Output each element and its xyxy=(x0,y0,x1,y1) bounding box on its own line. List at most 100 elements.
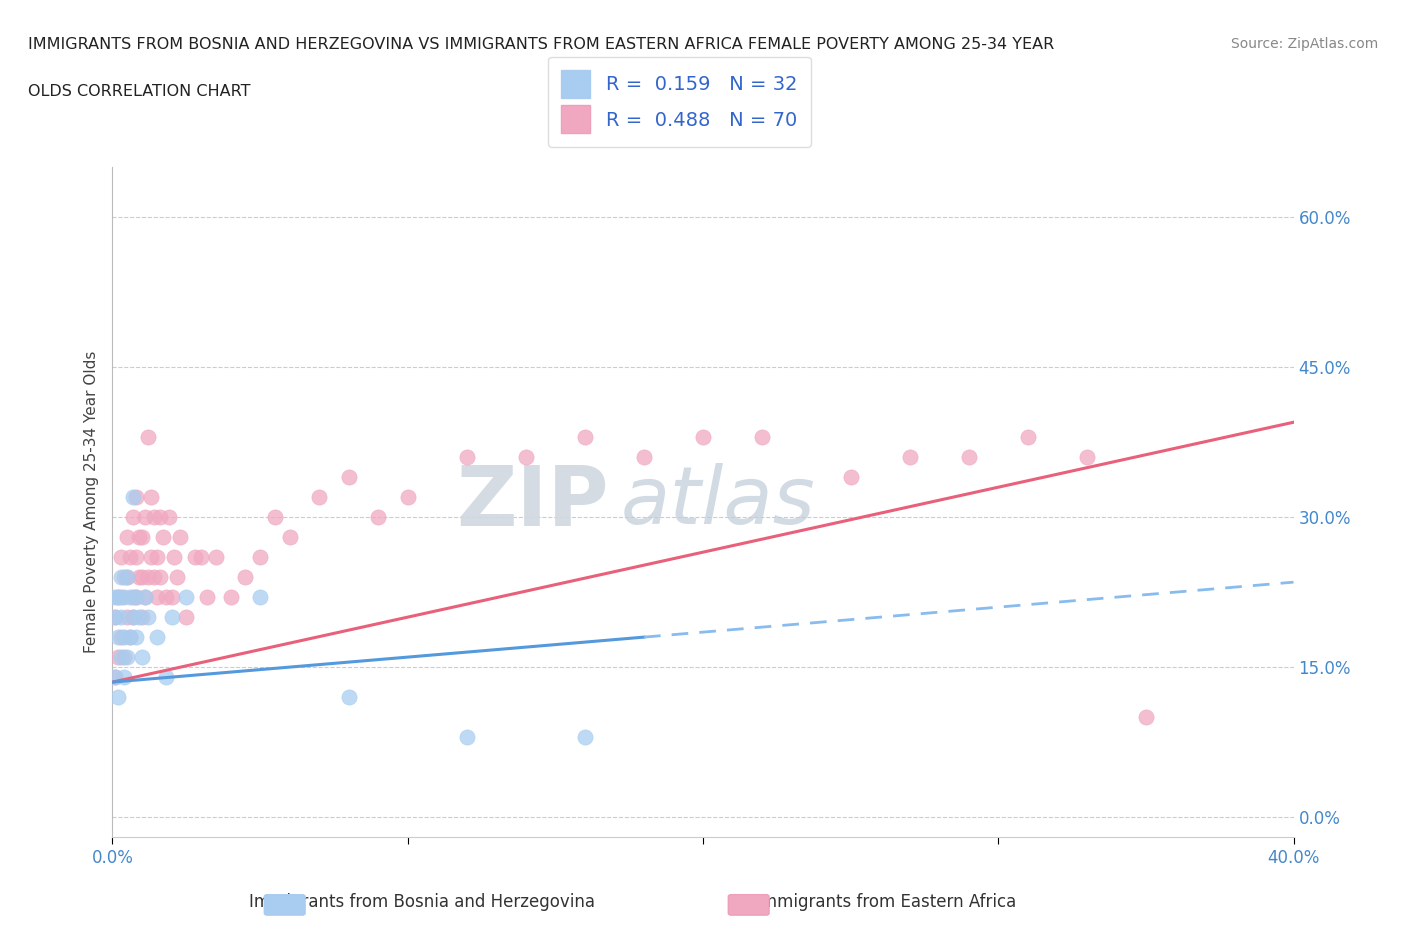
Point xyxy=(396,490,419,505)
Point xyxy=(131,610,153,625)
Point xyxy=(367,510,389,525)
Point xyxy=(110,610,132,625)
Point xyxy=(146,630,169,644)
Point xyxy=(131,570,153,585)
Point xyxy=(219,590,242,604)
Point xyxy=(110,550,132,565)
Point xyxy=(174,590,197,604)
Point xyxy=(139,490,162,505)
Point xyxy=(104,590,127,604)
Point xyxy=(134,590,156,604)
Point xyxy=(146,590,169,604)
Point xyxy=(174,610,197,625)
Point xyxy=(136,430,159,445)
Point xyxy=(104,610,127,625)
Point xyxy=(120,630,142,644)
Point xyxy=(278,530,301,545)
Point xyxy=(112,570,135,585)
Point xyxy=(166,570,188,585)
Text: IMMIGRANTS FROM BOSNIA AND HERZEGOVINA VS IMMIGRANTS FROM EASTERN AFRICA FEMALE : IMMIGRANTS FROM BOSNIA AND HERZEGOVINA V… xyxy=(28,37,1054,52)
Point xyxy=(122,590,145,604)
Point xyxy=(1017,430,1039,445)
Point xyxy=(692,430,714,445)
Point xyxy=(120,590,142,604)
Point xyxy=(249,550,271,565)
Point xyxy=(125,590,148,604)
Point xyxy=(633,450,655,465)
Point xyxy=(163,550,186,565)
Point xyxy=(107,590,129,604)
Point xyxy=(574,430,596,445)
Text: OLDS CORRELATION CHART: OLDS CORRELATION CHART xyxy=(28,84,250,99)
Legend: R =  0.159   N = 32, R =  0.488   N = 70: R = 0.159 N = 32, R = 0.488 N = 70 xyxy=(548,57,811,147)
Point xyxy=(142,570,165,585)
Point xyxy=(155,670,177,684)
Point xyxy=(122,610,145,625)
Point xyxy=(112,630,135,644)
Point xyxy=(125,550,148,565)
Point xyxy=(155,590,177,604)
Point xyxy=(160,610,183,625)
Point xyxy=(117,610,138,625)
Point xyxy=(146,550,169,565)
Point xyxy=(110,590,132,604)
Point xyxy=(149,570,172,585)
Point xyxy=(107,630,129,644)
Point xyxy=(134,590,156,604)
Point xyxy=(190,550,212,565)
Point xyxy=(107,590,129,604)
Point xyxy=(110,570,132,585)
Text: atlas: atlas xyxy=(620,463,815,541)
Point xyxy=(139,550,162,565)
Point xyxy=(136,610,159,625)
Point xyxy=(104,670,127,684)
Point xyxy=(1135,710,1157,724)
Point xyxy=(117,650,138,665)
Point xyxy=(112,650,135,665)
Point xyxy=(117,570,138,585)
Point xyxy=(456,730,478,745)
Point xyxy=(128,610,150,625)
Point xyxy=(134,510,156,525)
Point xyxy=(125,490,148,505)
Point xyxy=(120,630,142,644)
Point xyxy=(125,590,148,604)
Point xyxy=(112,670,135,684)
Point xyxy=(249,590,271,604)
Point xyxy=(149,510,172,525)
Text: Immigrants from Bosnia and Herzegovina: Immigrants from Bosnia and Herzegovina xyxy=(249,893,595,910)
Point xyxy=(157,510,180,525)
Point xyxy=(122,510,145,525)
Point xyxy=(136,570,159,585)
Point xyxy=(337,470,360,485)
Point xyxy=(898,450,921,465)
Y-axis label: Female Poverty Among 25-34 Year Olds: Female Poverty Among 25-34 Year Olds xyxy=(83,351,98,654)
Text: Source: ZipAtlas.com: Source: ZipAtlas.com xyxy=(1230,37,1378,51)
Point xyxy=(117,530,138,545)
Point xyxy=(160,590,183,604)
Point xyxy=(205,550,228,565)
Point xyxy=(128,570,150,585)
Point xyxy=(957,450,980,465)
Point xyxy=(456,450,478,465)
Text: Immigrants from Eastern Africa: Immigrants from Eastern Africa xyxy=(755,893,1017,910)
Point xyxy=(112,590,135,604)
Point xyxy=(574,730,596,745)
Point xyxy=(1076,450,1098,465)
Point xyxy=(122,490,145,505)
Point xyxy=(184,550,207,565)
Point xyxy=(233,570,256,585)
Point xyxy=(110,650,132,665)
Point xyxy=(117,570,138,585)
Point xyxy=(264,510,287,525)
Point xyxy=(104,670,127,684)
Point xyxy=(107,650,129,665)
Point xyxy=(839,470,862,485)
Point xyxy=(110,630,132,644)
Point xyxy=(131,530,153,545)
Point xyxy=(152,530,174,545)
Point xyxy=(122,610,145,625)
Point xyxy=(751,430,773,445)
Point xyxy=(169,530,191,545)
Point xyxy=(120,550,142,565)
